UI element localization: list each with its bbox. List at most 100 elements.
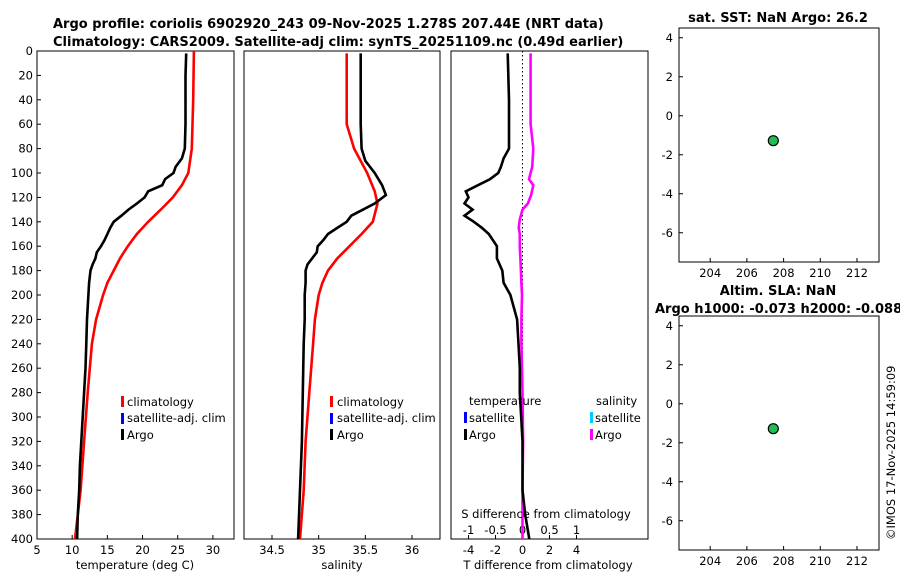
y-tick-label: 220 bbox=[11, 312, 33, 326]
y-tick-label: 0 bbox=[666, 397, 673, 411]
y-tick-label: -6 bbox=[662, 514, 673, 528]
x-tick-label: 210 bbox=[809, 554, 831, 568]
temperature-xlabel: temperature (deg C) bbox=[76, 558, 194, 572]
y-tick-label: 200 bbox=[11, 288, 33, 302]
x-tick-label: 204 bbox=[699, 266, 721, 280]
x-tick-label: 210 bbox=[809, 266, 831, 280]
temperature-legend: climatology satellite-adj. clim Argo bbox=[121, 395, 226, 442]
y-tick-label: 380 bbox=[11, 508, 33, 522]
x-tick-label: 208 bbox=[773, 554, 795, 568]
x-tick-label: 35.5 bbox=[353, 543, 379, 557]
y-tick-label: 60 bbox=[18, 117, 33, 131]
x-tick-label: 4 bbox=[573, 543, 580, 557]
y-tick-label: 340 bbox=[11, 459, 33, 473]
x-tick-label: 15 bbox=[100, 543, 115, 557]
legend-salinity-title: salinity bbox=[596, 394, 637, 408]
salinity-xlabel: salinity bbox=[321, 558, 362, 572]
y-tick-label: 360 bbox=[11, 483, 33, 497]
salinity-difference-argo-line bbox=[517, 53, 535, 539]
sst-title: sat. SST: NaN Argo: 26.2 bbox=[688, 11, 868, 26]
s-tick-label: -1 bbox=[463, 523, 474, 537]
title-line-2: Climatology: CARS2009. Satellite-adj cli… bbox=[53, 35, 623, 50]
legend-s-argo-label: Argo bbox=[595, 428, 622, 442]
y-tick-label: 100 bbox=[11, 166, 33, 180]
y-tick-label: 260 bbox=[11, 361, 33, 375]
temperature-climatology-line bbox=[73, 50, 196, 540]
legend-satellite-swatch bbox=[330, 413, 333, 424]
sla-axes bbox=[678, 315, 880, 551]
x-tick-label: 2 bbox=[546, 543, 553, 557]
y-tick-label: -4 bbox=[662, 187, 673, 201]
x-tick-label: 34.5 bbox=[259, 543, 285, 557]
x-tick-label: 0 bbox=[519, 543, 526, 557]
x-tick-label: 206 bbox=[736, 266, 758, 280]
legend-argo-swatch bbox=[330, 429, 333, 440]
s-difference-xlabel: S difference from climatology bbox=[461, 507, 631, 521]
x-tick-label: 5 bbox=[33, 543, 40, 557]
legend-argo-label: Argo bbox=[337, 428, 364, 442]
x-tick-label: -4 bbox=[463, 543, 474, 557]
t-difference-xlabel: T difference from climatology bbox=[462, 558, 633, 572]
x-tick-label: 30 bbox=[206, 543, 221, 557]
x-tick-label: 204 bbox=[699, 554, 721, 568]
y-tick-label: 4 bbox=[666, 31, 673, 45]
y-tick-label: -2 bbox=[662, 148, 673, 162]
y-tick-label: 160 bbox=[11, 239, 33, 253]
y-tick-label: 40 bbox=[18, 93, 33, 107]
x-tick-label: -2 bbox=[490, 543, 501, 557]
legend-t-argo-swatch bbox=[464, 429, 467, 440]
y-tick-label: 2 bbox=[666, 70, 673, 84]
title-line-1: Argo profile: coriolis 6902920_243 09-No… bbox=[53, 17, 604, 32]
sla-title: Altim. SLA: NaN bbox=[720, 284, 836, 299]
temperature-argo-line bbox=[75, 53, 188, 540]
x-tick-label: 212 bbox=[846, 266, 868, 280]
x-tick-label: 206 bbox=[736, 554, 758, 568]
legend-satellite-swatch bbox=[121, 413, 124, 424]
argo-location-marker bbox=[767, 135, 779, 147]
y-tick-label: 180 bbox=[11, 264, 33, 278]
x-tick-label: 208 bbox=[773, 266, 795, 280]
x-tick-label: 35 bbox=[311, 543, 326, 557]
y-tick-label: 400 bbox=[11, 532, 33, 546]
legend-climatology-swatch bbox=[330, 396, 333, 407]
y-tick-label: -2 bbox=[662, 436, 673, 450]
x-tick-label: 212 bbox=[846, 554, 868, 568]
legend-climatology-label: climatology bbox=[337, 395, 404, 409]
y-tick-label: 320 bbox=[11, 434, 33, 448]
y-tick-label: 0 bbox=[26, 44, 33, 58]
difference-axes bbox=[450, 50, 649, 540]
s-tick-label: -0.5 bbox=[484, 523, 506, 537]
y-tick-label: -4 bbox=[662, 475, 673, 489]
y-tick-label: 0 bbox=[666, 109, 673, 123]
s-tick-label: 1 bbox=[573, 523, 580, 537]
sla-subtitle: Argo h1000: -0.073 h2000: -0.088 bbox=[655, 302, 900, 317]
legend-t-satellite-swatch bbox=[464, 412, 467, 423]
legend-satellite-label: satellite-adj. clim bbox=[127, 411, 226, 425]
legend-satellite-label: satellite-adj. clim bbox=[337, 411, 436, 425]
legend-temperature-title: temperature bbox=[469, 394, 541, 408]
difference-legend: temperature satellite Argo salinity sate… bbox=[464, 394, 641, 442]
temperature-axes bbox=[36, 50, 235, 540]
footer-timestamp: ©IMOS 17-Nov-2025 14:59:09 bbox=[884, 366, 898, 540]
y-tick-label: 280 bbox=[11, 386, 33, 400]
sst-axes bbox=[678, 27, 880, 263]
s-tick-label: 0.5 bbox=[540, 523, 558, 537]
legend-t-satellite-label: satellite bbox=[469, 411, 515, 425]
y-tick-label: 240 bbox=[11, 337, 33, 351]
legend-s-argo-swatch bbox=[590, 429, 593, 440]
salinity-legend: climatology satellite-adj. clim Argo bbox=[330, 395, 436, 442]
x-tick-label: 20 bbox=[135, 543, 150, 557]
y-tick-label: 20 bbox=[18, 68, 33, 82]
legend-climatology-label: climatology bbox=[127, 395, 194, 409]
legend-s-satellite-swatch bbox=[590, 412, 593, 423]
legend-argo-label: Argo bbox=[127, 428, 154, 442]
legend-climatology-swatch bbox=[121, 396, 124, 407]
salinity-climatology-line bbox=[298, 53, 379, 540]
temperature-difference-argo-line bbox=[462, 53, 531, 540]
salinity-axes bbox=[243, 50, 441, 540]
argo-location-marker bbox=[767, 423, 779, 435]
salinity-argo-line bbox=[296, 53, 388, 540]
y-tick-label: 2 bbox=[666, 358, 673, 372]
legend-s-satellite-label: satellite bbox=[595, 411, 641, 425]
y-tick-label: 4 bbox=[666, 319, 673, 333]
